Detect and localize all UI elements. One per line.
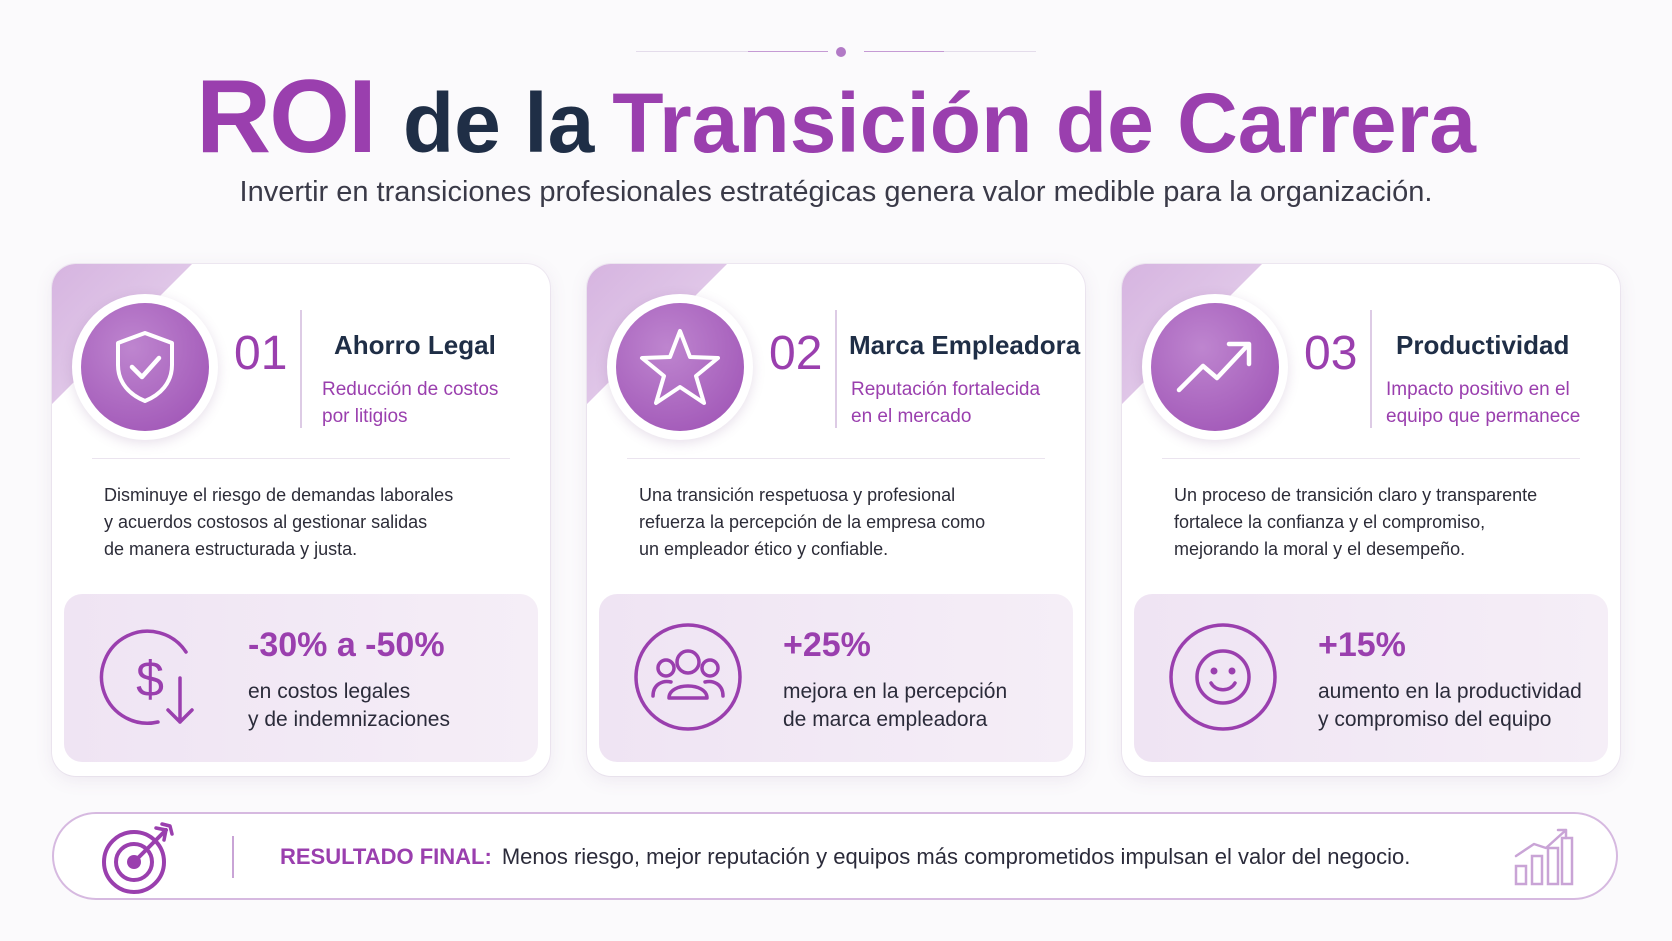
card-subtitle: Reputación fortalecida en el mercado bbox=[851, 376, 1040, 430]
card-separator bbox=[1162, 458, 1580, 459]
desc-line: Disminuye el riesgo de demandas laborale… bbox=[104, 485, 454, 505]
stat-text: en costos legales y de indemnizaciones bbox=[248, 678, 538, 734]
stat-box: +15% aumento en la productividad y compr… bbox=[1134, 594, 1608, 762]
target-arrow-icon bbox=[102, 822, 174, 894]
card-description: Un proceso de transición claro y transpa… bbox=[1174, 482, 1594, 563]
stat-value: +25% bbox=[783, 626, 871, 664]
desc-line: un empleador ético y confiable. bbox=[639, 539, 889, 559]
card-number: 02 bbox=[769, 327, 823, 380]
title-accent: Transición de Carrera bbox=[612, 76, 1477, 170]
card-title: Productividad bbox=[1396, 330, 1570, 360]
result-label: RESULTADO FINAL: bbox=[280, 844, 492, 869]
banner-divider bbox=[232, 836, 234, 878]
dollar-down-icon: $ bbox=[99, 629, 194, 725]
desc-line: Una transición respetuosa y profesional bbox=[639, 485, 956, 505]
card-subtitle: Reducción de costos por litigios bbox=[322, 376, 498, 430]
desc-line: refuerza la percepción de la empresa com… bbox=[639, 512, 986, 532]
desc-line: Un proceso de transición claro y transpa… bbox=[1174, 485, 1538, 505]
title-roi: ROI bbox=[195, 59, 377, 175]
card-separator bbox=[627, 458, 1045, 459]
stat-line: y compromiso del equipo bbox=[1318, 708, 1552, 731]
page-subtitle: Invertir en transiciones profesionales e… bbox=[239, 176, 1433, 208]
stat-value: +15% bbox=[1318, 626, 1406, 664]
desc-line: de manera estructurada y justa. bbox=[104, 539, 358, 559]
card-divider bbox=[300, 310, 302, 428]
stat-box: $ -30% a -50% en costos legales y de ind… bbox=[64, 594, 538, 762]
svg-text:$: $ bbox=[136, 651, 164, 707]
smiley-icon bbox=[1169, 623, 1277, 731]
stat-line: aumento en la productividad bbox=[1318, 680, 1582, 703]
stat-line: de marca empleadora bbox=[783, 708, 988, 731]
stat-text: aumento en la productividad y compromiso… bbox=[1318, 678, 1608, 734]
desc-line: fortalece la confianza y el compromiso, bbox=[1174, 512, 1486, 532]
result-message: Menos riesgo, mejor reputación y equipos… bbox=[501, 844, 1411, 869]
card-title: Marca Empleadora bbox=[849, 330, 1081, 360]
card-icon-ring bbox=[1142, 294, 1288, 440]
card-subtitle-line: Reputación fortalecida bbox=[851, 379, 1041, 400]
desc-line: y acuerdos costosos al gestionar salidas bbox=[104, 512, 428, 532]
card-productividad: 03 Productividad Impacto positivo en el … bbox=[1122, 264, 1620, 776]
card-description: Disminuye el riesgo de demandas laborale… bbox=[104, 482, 524, 563]
card-title: Ahorro Legal bbox=[334, 330, 496, 360]
desc-line: mejorando la moral y el desempeño. bbox=[1174, 539, 1466, 559]
stat-value: -30% a -50% bbox=[248, 626, 445, 664]
card-subtitle-line: Reducción de costos bbox=[322, 379, 499, 400]
card-number: 03 bbox=[1304, 327, 1358, 380]
stat-text: mejora en la percepción de marca emplead… bbox=[783, 678, 1073, 734]
card-icon-ring bbox=[72, 294, 218, 440]
card-ahorro-legal: 01 Ahorro Legal Reducción de costos por … bbox=[52, 264, 550, 776]
people-group-icon bbox=[634, 623, 742, 731]
shield-check-icon bbox=[81, 303, 209, 431]
card-divider bbox=[835, 310, 837, 428]
result-text: RESULTADO FINAL: Menos riesgo, mejor repu… bbox=[280, 844, 1410, 870]
page-title: ROI de la Transición de Carrera bbox=[0, 58, 1672, 177]
bar-chart-growth-icon bbox=[1514, 828, 1574, 886]
title-mid: de la bbox=[402, 76, 595, 170]
star-icon bbox=[616, 303, 744, 431]
top-ornament bbox=[636, 46, 1036, 58]
card-subtitle-line: por litigios bbox=[322, 406, 408, 427]
stat-line: en costos legales bbox=[248, 680, 411, 703]
card-separator bbox=[92, 458, 510, 459]
result-banner: RESULTADO FINAL: Menos riesgo, mejor repu… bbox=[52, 812, 1618, 900]
card-subtitle: Impacto positivo en el equipo que perman… bbox=[1386, 376, 1580, 430]
trend-up-icon bbox=[1151, 303, 1279, 431]
card-divider bbox=[1370, 310, 1372, 428]
card-subtitle-line: en el mercado bbox=[851, 406, 972, 427]
card-subtitle-line: equipo que permanece bbox=[1386, 406, 1581, 427]
card-description: Una transición respetuosa y profesional … bbox=[639, 482, 1059, 563]
stat-line: mejora en la percepción bbox=[783, 680, 1008, 703]
card-number: 01 bbox=[234, 327, 288, 380]
card-marca-empleadora: 02 Marca Empleadora Reputación fortaleci… bbox=[587, 264, 1085, 776]
stat-box: +25% mejora en la percepción de marca em… bbox=[599, 594, 1073, 762]
stat-line: y de indemnizaciones bbox=[248, 708, 450, 731]
card-subtitle-line: Impacto positivo en el bbox=[1386, 379, 1570, 400]
card-icon-ring bbox=[607, 294, 753, 440]
